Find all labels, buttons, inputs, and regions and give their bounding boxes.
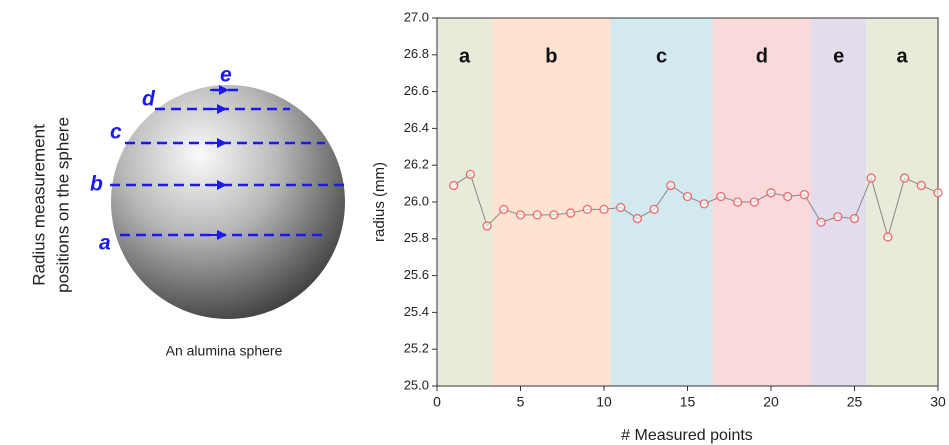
level-label: b	[90, 173, 103, 196]
data-point	[933, 188, 943, 198]
data-point	[716, 191, 726, 202]
region-label: a	[897, 45, 909, 67]
y-tick-label: 25.6	[404, 267, 429, 282]
data-point	[866, 173, 876, 183]
x-tick-label: 5	[517, 394, 525, 410]
data-point	[465, 169, 476, 180]
data-point	[449, 180, 459, 191]
x-tick-label: 10	[596, 394, 612, 410]
data-point	[616, 202, 626, 213]
y-tick-label: 26.8	[404, 46, 429, 61]
data-point	[549, 210, 559, 220]
x-tick-label: 0	[433, 394, 441, 410]
y-tick-label: 26.4	[404, 120, 429, 135]
data-point	[883, 232, 893, 242]
region-label: b	[545, 45, 557, 67]
x-axis-title: # Measured points	[621, 427, 753, 444]
data-point	[482, 221, 492, 231]
region	[811, 18, 867, 386]
x-tick-label: 15	[680, 394, 696, 410]
data-point	[833, 212, 843, 222]
data-point	[916, 180, 926, 191]
data-point	[766, 188, 776, 198]
data-point	[599, 204, 609, 215]
level-label: c	[110, 121, 122, 144]
data-point	[532, 210, 542, 220]
data-point	[899, 173, 910, 183]
diagram-label: Radius measurement	[29, 124, 48, 286]
x-tick-label: 20	[763, 394, 779, 410]
region	[492, 18, 611, 386]
data-point	[783, 191, 793, 202]
y-tick-label: 25.0	[404, 377, 429, 392]
y-tick-label: 25.4	[404, 304, 429, 319]
data-point	[699, 199, 709, 209]
data-point	[816, 217, 826, 227]
data-point	[515, 210, 526, 220]
level-arrows	[205, 85, 229, 240]
y-tick-label: 25.2	[404, 341, 429, 356]
level-label: e	[220, 64, 232, 87]
region	[437, 18, 493, 386]
data-point	[799, 189, 810, 200]
sphere	[111, 85, 345, 319]
data-point	[649, 204, 659, 215]
data-point	[632, 213, 643, 224]
data-point	[565, 208, 576, 218]
data-point	[749, 197, 759, 207]
level-label: a	[99, 232, 111, 255]
data-point	[849, 213, 860, 224]
data-point	[666, 180, 676, 191]
diagram-label: positions on the sphere	[53, 117, 72, 293]
region-label: a	[459, 45, 471, 67]
data-point	[499, 204, 509, 215]
region	[712, 18, 812, 386]
y-tick-label: 27.0	[404, 9, 429, 24]
data-point	[682, 191, 693, 202]
x-tick-label: 25	[847, 394, 863, 410]
y-tick-label: 26.6	[404, 83, 429, 98]
region-label: c	[656, 45, 667, 67]
region-label: d	[756, 45, 768, 67]
diagram-caption: An alumina sphere	[166, 343, 283, 359]
x-tick-label: 30	[930, 394, 946, 410]
data-point	[582, 204, 592, 215]
y-axis-title: radius (mm)	[371, 162, 388, 242]
y-tick-label: 26.2	[404, 157, 429, 172]
y-tick-label: 26.0	[404, 193, 429, 208]
region	[866, 18, 938, 386]
region-label: e	[833, 45, 844, 67]
y-tick-label: 25.8	[404, 230, 429, 245]
level-label: d	[142, 88, 156, 111]
data-point	[732, 197, 743, 207]
region	[610, 18, 713, 386]
